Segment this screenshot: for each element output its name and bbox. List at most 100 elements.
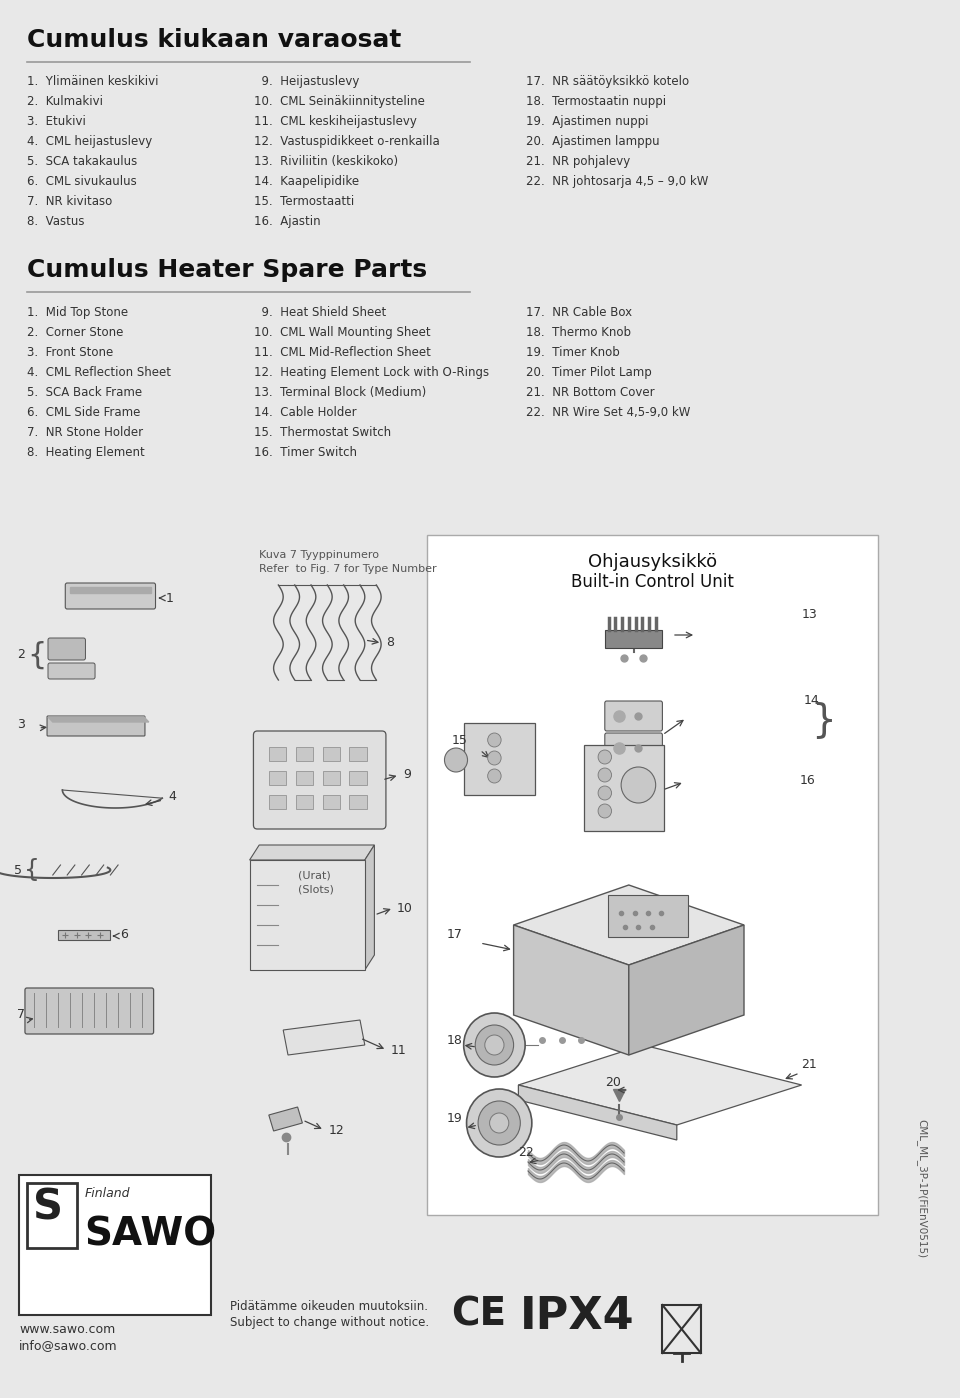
Text: 18.  Termostaatin nuppi: 18. Termostaatin nuppi xyxy=(526,95,666,108)
Text: 3.  Etukivi: 3. Etukivi xyxy=(27,115,85,129)
Text: 4.  CML heijastuslevy: 4. CML heijastuslevy xyxy=(27,136,152,148)
Circle shape xyxy=(478,1102,520,1145)
Text: 20: 20 xyxy=(605,1076,621,1089)
FancyBboxPatch shape xyxy=(464,723,535,795)
Text: Refer  to Fig. 7 for Type Number: Refer to Fig. 7 for Type Number xyxy=(259,563,437,575)
Text: 7.  NR Stone Holder: 7. NR Stone Holder xyxy=(27,426,143,439)
FancyBboxPatch shape xyxy=(48,637,85,660)
Text: 12.  Vastuspidikkeet o-renkailla: 12. Vastuspidikkeet o-renkailla xyxy=(254,136,440,148)
Text: 14.  Kaapelipidike: 14. Kaapelipidike xyxy=(254,175,360,187)
Text: SAWO: SAWO xyxy=(84,1215,217,1253)
Polygon shape xyxy=(514,885,744,965)
Bar xyxy=(296,795,313,809)
Text: 8: 8 xyxy=(386,636,394,650)
Circle shape xyxy=(621,768,656,802)
Text: 14.  Cable Holder: 14. Cable Holder xyxy=(254,405,357,419)
Text: }: } xyxy=(811,700,836,740)
Text: info@sawo.com: info@sawo.com xyxy=(19,1339,118,1352)
Circle shape xyxy=(444,748,468,772)
Text: 22.  NR Wire Set 4,5-9,0 kW: 22. NR Wire Set 4,5-9,0 kW xyxy=(526,405,690,419)
Text: 19.  Ajastimen nuppi: 19. Ajastimen nuppi xyxy=(526,115,649,129)
Text: Pidätämme oikeuden muutoksiin.: Pidätämme oikeuden muutoksiin. xyxy=(230,1300,428,1313)
Text: 7.  NR kivitaso: 7. NR kivitaso xyxy=(27,194,112,208)
Bar xyxy=(296,747,313,761)
Text: 11.  CML keskiheijastuslevy: 11. CML keskiheijastuslevy xyxy=(254,115,418,129)
Text: 2.  Kulmakivi: 2. Kulmakivi xyxy=(27,95,103,108)
Text: 19: 19 xyxy=(446,1111,462,1124)
Text: 17: 17 xyxy=(446,928,463,941)
Circle shape xyxy=(467,1089,532,1158)
Text: 10: 10 xyxy=(396,902,413,914)
Polygon shape xyxy=(629,925,744,1055)
Text: 18: 18 xyxy=(446,1033,463,1047)
Bar xyxy=(323,747,340,761)
Text: 2: 2 xyxy=(17,649,25,661)
Text: 22.  NR johtosarja 4,5 – 9,0 kW: 22. NR johtosarja 4,5 – 9,0 kW xyxy=(526,175,708,187)
Text: 10.  CML Seinäkiinnitysteline: 10. CML Seinäkiinnitysteline xyxy=(254,95,425,108)
Text: 17.  NR Cable Box: 17. NR Cable Box xyxy=(526,306,633,319)
Text: 1.  Ylimäinen keskikivi: 1. Ylimäinen keskikivi xyxy=(27,75,158,88)
Text: 11.  CML Mid-Reflection Sheet: 11. CML Mid-Reflection Sheet xyxy=(254,345,431,359)
Circle shape xyxy=(464,1014,525,1076)
Text: 21.  NR Bottom Cover: 21. NR Bottom Cover xyxy=(526,386,655,398)
Bar xyxy=(269,747,286,761)
Circle shape xyxy=(490,1113,509,1132)
Text: (Urat): (Urat) xyxy=(298,870,330,879)
Bar xyxy=(323,795,340,809)
Bar xyxy=(27,1183,77,1248)
FancyBboxPatch shape xyxy=(65,583,156,610)
Text: 3: 3 xyxy=(17,719,25,731)
FancyBboxPatch shape xyxy=(47,716,145,735)
Text: S: S xyxy=(33,1187,62,1229)
Text: 8.  Vastus: 8. Vastus xyxy=(27,215,84,228)
Polygon shape xyxy=(269,1107,302,1131)
Text: 16: 16 xyxy=(800,773,815,787)
Text: 7: 7 xyxy=(17,1008,25,1022)
Bar xyxy=(323,772,340,786)
Text: 9.  Heat Shield Sheet: 9. Heat Shield Sheet xyxy=(254,306,387,319)
Text: 20.  Timer Pilot Lamp: 20. Timer Pilot Lamp xyxy=(526,366,652,379)
Text: 13.  Riviliitin (keskikoko): 13. Riviliitin (keskikoko) xyxy=(254,155,398,168)
Text: 14: 14 xyxy=(804,693,819,706)
Text: 5.  SCA Back Frame: 5. SCA Back Frame xyxy=(27,386,142,398)
Circle shape xyxy=(598,786,612,800)
Text: Cumulus Heater Spare Parts: Cumulus Heater Spare Parts xyxy=(27,259,427,282)
Text: 11: 11 xyxy=(391,1043,406,1057)
Text: {: { xyxy=(24,858,40,882)
Text: Subject to change without notice.: Subject to change without notice. xyxy=(230,1316,429,1329)
Text: 9: 9 xyxy=(403,769,411,781)
Text: 6.  CML sivukaulus: 6. CML sivukaulus xyxy=(27,175,136,187)
Text: 6: 6 xyxy=(120,928,128,941)
Bar xyxy=(349,772,367,786)
Text: 9.  Heijastuslevy: 9. Heijastuslevy xyxy=(254,75,360,88)
Text: 1: 1 xyxy=(166,591,174,604)
Polygon shape xyxy=(283,1021,365,1055)
Text: www.sawo.com: www.sawo.com xyxy=(19,1323,115,1336)
Polygon shape xyxy=(365,844,374,970)
Circle shape xyxy=(598,749,612,763)
Text: IPX4: IPX4 xyxy=(520,1295,635,1338)
Text: 12.  Heating Element Lock with O-Rings: 12. Heating Element Lock with O-Rings xyxy=(254,366,490,379)
Text: 13: 13 xyxy=(802,608,817,622)
Circle shape xyxy=(598,804,612,818)
Text: (Slots): (Slots) xyxy=(298,884,333,893)
Text: 20.  Ajastimen lamppu: 20. Ajastimen lamppu xyxy=(526,136,660,148)
Text: 3.  Front Stone: 3. Front Stone xyxy=(27,345,113,359)
FancyBboxPatch shape xyxy=(19,1174,211,1316)
Text: 15.  Termostaatti: 15. Termostaatti xyxy=(254,194,354,208)
FancyBboxPatch shape xyxy=(25,988,154,1035)
Text: 2.  Corner Stone: 2. Corner Stone xyxy=(27,326,123,338)
Text: Cumulus kiukaan varaosat: Cumulus kiukaan varaosat xyxy=(27,28,401,52)
Text: 10.  CML Wall Mounting Sheet: 10. CML Wall Mounting Sheet xyxy=(254,326,431,338)
Polygon shape xyxy=(48,717,149,721)
Circle shape xyxy=(488,751,501,765)
Text: 21: 21 xyxy=(802,1058,817,1071)
Text: 17.  NR säätöyksikkö kotelo: 17. NR säätöyksikkö kotelo xyxy=(526,75,689,88)
Circle shape xyxy=(488,733,501,747)
Bar xyxy=(349,795,367,809)
Bar xyxy=(662,1304,701,1353)
Text: 5.  SCA takakaulus: 5. SCA takakaulus xyxy=(27,155,137,168)
Text: Ohjausyksikkö: Ohjausyksikkö xyxy=(588,554,717,570)
Polygon shape xyxy=(518,1044,802,1125)
Polygon shape xyxy=(250,844,374,860)
